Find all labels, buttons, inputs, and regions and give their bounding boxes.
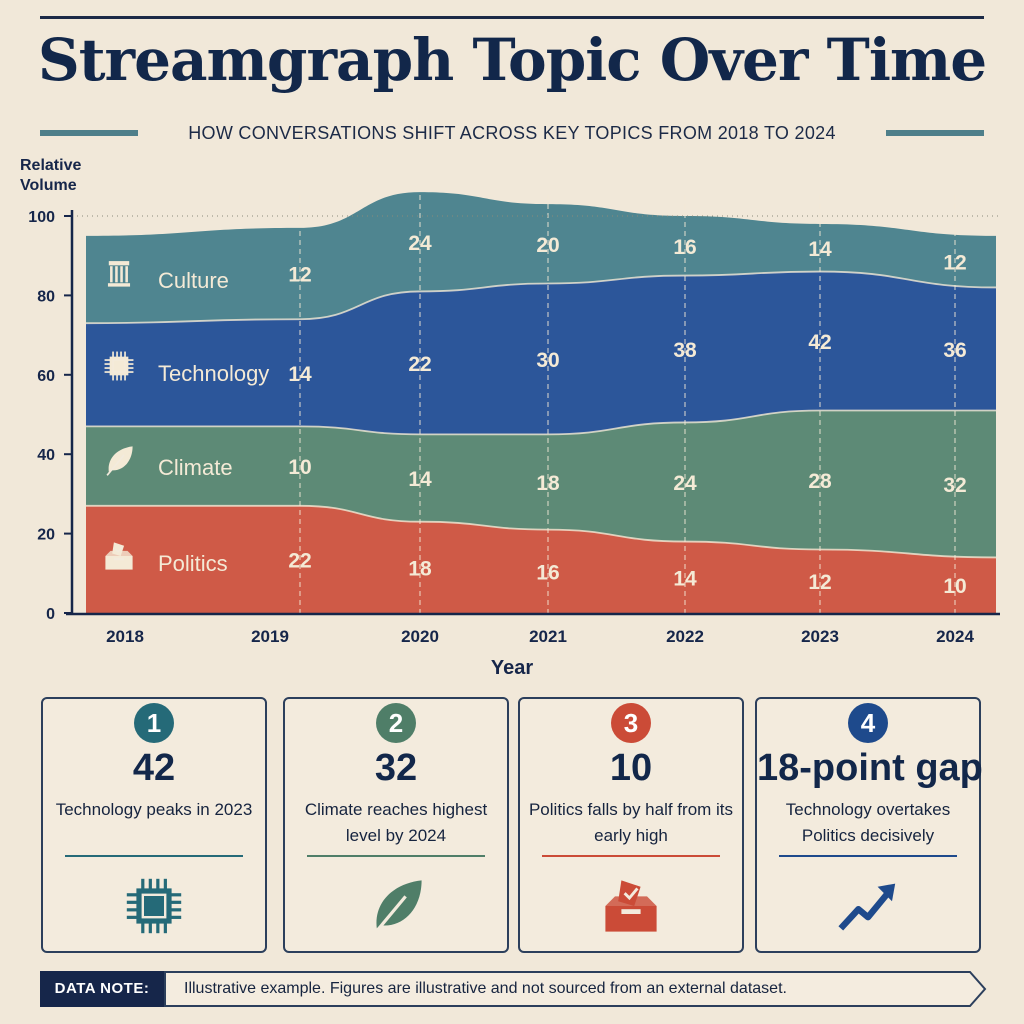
data-note: DATA NOTE: Illustrative example. Figures… (40, 971, 987, 1007)
stream-layers (85, 192, 997, 613)
legend-politics: Politics (105, 542, 228, 576)
trend-up-icon (838, 883, 896, 931)
page-title: Streamgraph Topic Over Time (37, 26, 987, 94)
microchip-icon (104, 351, 134, 381)
data-label-politics: 12 (808, 571, 831, 594)
card-value: 42 (132, 747, 176, 789)
data-note-frame (164, 971, 987, 1007)
data-label-culture: 24 (408, 232, 432, 255)
data-label-culture: 16 (673, 236, 696, 259)
card-number-badge: 1 (134, 703, 174, 743)
card-value: 32 (374, 747, 418, 789)
card-description: Technology peaks in 2023 (55, 800, 253, 819)
x-tick-label: 2019 (251, 627, 289, 646)
ballot-box-icon (605, 880, 657, 932)
data-label-politics: 14 (673, 567, 697, 590)
pillar-icon (107, 261, 131, 287)
data-label-climate: 32 (943, 474, 966, 497)
subtitle-row: HOW CONVERSATIONS SHIFT ACROSS KEY TOPIC… (40, 120, 984, 146)
y-tick-label: 20 (37, 527, 55, 544)
x-tick-label: 2022 (666, 627, 704, 646)
data-label-climate: 28 (808, 470, 832, 493)
x-tick-label: 2023 (801, 627, 839, 646)
card-number-badge: 4 (848, 703, 888, 743)
card-description: Politics falls by half from its early hi… (528, 800, 734, 845)
card-value: 10 (609, 747, 653, 789)
data-label-technology: 38 (673, 339, 697, 362)
legend-culture: Culture (107, 261, 229, 293)
x-tick-label: 2020 (401, 627, 439, 646)
card-divider (779, 855, 957, 857)
card-divider (307, 855, 485, 857)
y-tick-label: 80 (37, 288, 55, 305)
card-icon (364, 874, 428, 938)
legend-label: Politics (158, 551, 228, 576)
stream-boundary-climate (85, 409, 996, 436)
microchip-icon (126, 878, 182, 934)
data-label-climate: 18 (536, 472, 560, 495)
legend-technology: Technology (104, 351, 269, 386)
card-description: Climate reaches highest level by 2024 (304, 800, 488, 845)
data-label-climate: 24 (673, 472, 697, 495)
top-rule (40, 16, 984, 19)
x-tick-label: 2024 (936, 627, 974, 646)
x-tick-label: 2021 (529, 627, 567, 646)
stream-layer-politics (86, 505, 996, 613)
x-tick-label: 2018 (106, 627, 144, 646)
subtitle-bar-left (40, 130, 138, 136)
data-label-technology: 22 (408, 353, 431, 376)
data-label-technology: 36 (943, 339, 966, 362)
data-label-technology: 30 (536, 349, 559, 372)
data-label-climate: 14 (408, 468, 432, 491)
card-number-badge: 3 (611, 703, 651, 743)
data-note-text: Illustrative example. Figures are illust… (184, 980, 787, 997)
subtitle-bar-right (886, 130, 984, 136)
card-divider (542, 855, 720, 857)
legend-label: Technology (158, 361, 269, 386)
data-label-culture: 14 (808, 238, 832, 261)
data-label-technology: 42 (808, 331, 831, 354)
y-tick-label: 60 (37, 368, 55, 385)
data-label-climate: 10 (288, 456, 311, 479)
card-icon (122, 874, 186, 938)
data-label-politics: 22 (288, 549, 311, 572)
leaf-icon (372, 880, 422, 936)
card-icon (599, 874, 663, 938)
y-tick-label: 100 (28, 209, 55, 226)
card-description: Technology overtakes Politics decisively (785, 800, 951, 845)
ballot-box-icon (105, 542, 133, 570)
y-tick-label: 40 (37, 447, 55, 464)
data-label-politics: 16 (536, 561, 559, 584)
data-label-culture: 20 (536, 234, 559, 257)
summary-card: 4 18-point gap Technology overtakes Politi… (755, 697, 983, 953)
data-label-politics: 10 (943, 575, 966, 598)
data-label-politics: 18 (408, 557, 432, 580)
legend-label: Climate (158, 455, 233, 480)
legend-label: Culture (158, 268, 229, 293)
data-label-culture: 12 (288, 264, 311, 287)
summary-card: 2 32 Climate reaches highest level by 2024 (283, 697, 509, 953)
y-tick-label: 0 (46, 606, 55, 623)
data-label-technology: 14 (288, 363, 312, 386)
card-divider (65, 855, 243, 857)
page-subtitle: HOW CONVERSATIONS SHIFT ACROSS KEY TOPIC… (188, 122, 836, 143)
data-label-culture: 12 (943, 252, 966, 275)
card-value: 18-point gap (757, 747, 983, 789)
leaf-icon (106, 446, 133, 476)
summary-card: 1 42 Technology peaks in 2023 (41, 697, 267, 953)
card-icon (836, 874, 900, 938)
x-axis-title: Year (491, 657, 533, 679)
legend-climate: Climate (106, 446, 233, 480)
summary-card: 3 10 Politics falls by half from its early… (518, 697, 744, 953)
data-note-label: DATA NOTE: (40, 971, 164, 1007)
card-number-badge: 2 (376, 703, 416, 743)
y-axis-title: Relative Volume (20, 157, 81, 194)
